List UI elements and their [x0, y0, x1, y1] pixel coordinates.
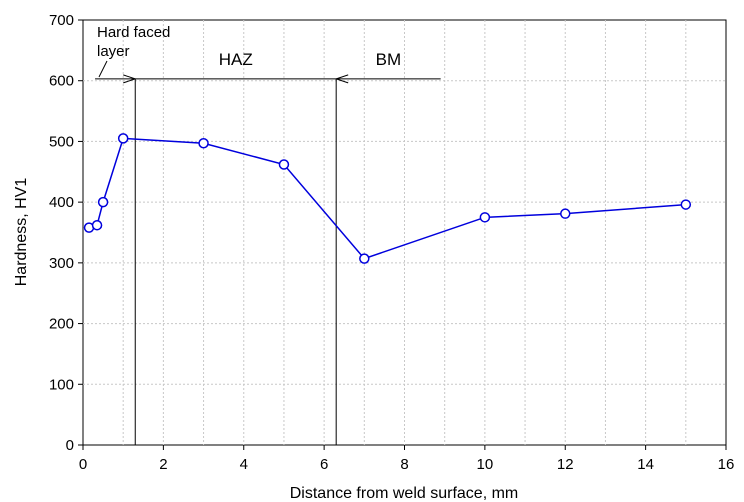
- y-tick-label: 400: [49, 194, 74, 211]
- y-tick-label: 700: [49, 12, 74, 29]
- x-tick-label: 10: [477, 456, 494, 473]
- axis-ticks: 0 2 4 6 8 10 12 14 16 0 100 200 300 400 500 600 700: [49, 12, 734, 473]
- hard-faced-label-line2: layer: [97, 43, 130, 60]
- y-tick-label: 200: [49, 316, 74, 333]
- y-axis-label: Hardness, HV1: [13, 178, 30, 287]
- x-tick-label: 4: [240, 456, 248, 473]
- y-tick-label: 300: [49, 255, 74, 272]
- x-axis-label: Distance from weld surface, mm: [290, 485, 519, 502]
- x-tick-label: 16: [718, 456, 735, 473]
- x-tick-label: 12: [557, 456, 574, 473]
- x-tick-label: 0: [79, 456, 87, 473]
- y-tick-label: 500: [49, 133, 74, 150]
- data-point: [198, 138, 209, 149]
- y-tick-label: 0: [66, 437, 74, 454]
- y-tick-label: 100: [49, 376, 74, 393]
- data-point: [359, 253, 370, 264]
- x-tick-label: 8: [400, 456, 408, 473]
- haz-label: HAZ: [219, 50, 253, 69]
- y-tick-label: 600: [49, 73, 74, 90]
- zone-annotations: Hard faced layer HAZ BM: [95, 24, 441, 445]
- x-tick-label: 6: [320, 456, 328, 473]
- data-point: [91, 219, 103, 231]
- data-series: [83, 133, 692, 264]
- hard-faced-leader-line: [98, 60, 108, 78]
- hard-faced-label-line1: Hard faced: [97, 24, 170, 41]
- grid: [83, 20, 726, 445]
- data-point: [97, 196, 109, 208]
- data-point: [680, 199, 692, 210]
- data-point: [117, 133, 129, 144]
- x-tick-label: 14: [637, 456, 654, 473]
- bm-label: BM: [376, 50, 402, 69]
- data-point: [560, 208, 571, 219]
- x-tick-label: 2: [159, 456, 167, 473]
- data-point: [479, 212, 491, 223]
- data-point: [278, 159, 290, 170]
- series-line: [88, 137, 686, 260]
- bm-arrow-head: [334, 74, 349, 84]
